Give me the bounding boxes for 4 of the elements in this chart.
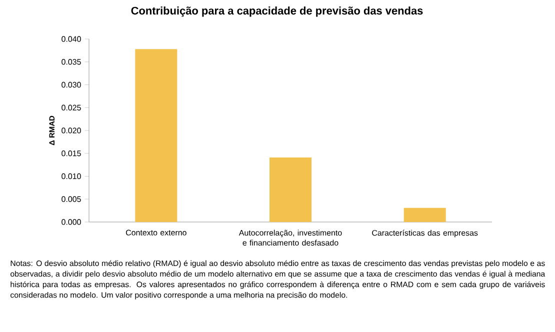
bar	[135, 49, 178, 222]
bar	[270, 157, 312, 222]
chart-title: Contribuição para a capacidade de previsão das vendas	[131, 6, 423, 17]
bar	[404, 208, 446, 222]
